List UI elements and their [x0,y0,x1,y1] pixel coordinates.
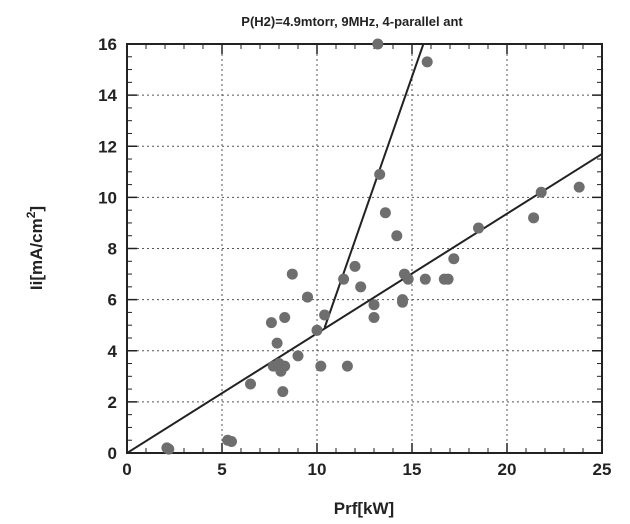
data-point [341,360,353,372]
data-point [442,273,454,285]
x-tick-labels: 0 5 10 15 20 25 [122,460,611,479]
y-tick-label: 10 [98,188,117,207]
data-point [397,294,408,306]
data-point [355,281,367,293]
data-point [245,378,256,390]
y-tick-label: 6 [108,291,117,310]
data-point [368,299,380,311]
data-point [368,312,380,324]
y-tick-label: 4 [108,342,118,361]
chart-title: P(H2)=4.9mtorr, 9MHz, 4-parallel ant [241,14,463,29]
data-point [374,168,386,180]
data-point [372,38,384,50]
y-tick-label: 14 [98,86,117,105]
data-point [265,317,277,329]
y-tick-labels: 0 2 4 6 8 10 12 14 16 [98,35,117,463]
x-tick-label: 20 [498,460,517,479]
y-tick-label: 2 [108,393,117,412]
chart-grid [127,44,602,453]
data-point [535,186,547,198]
data-point [163,443,175,455]
x-tick-label: 25 [593,460,612,479]
y-tick-label: 0 [108,444,117,463]
axis-ticks [126,43,603,454]
data-point [286,268,298,280]
x-tick-label: 0 [122,460,131,479]
data-point [271,337,283,349]
data-point [419,273,431,285]
data-point [226,435,237,447]
y-axis-label-bracket: ] [27,206,46,212]
y-tick-label: 16 [98,35,117,54]
data-point [402,273,414,285]
data-point [279,312,291,324]
x-tick-label: 5 [217,460,226,479]
data-point [319,309,331,321]
fit-line [126,153,603,454]
data-point [315,360,327,372]
x-tick-label: 15 [403,460,422,479]
data-point [473,222,484,234]
data-point [528,212,540,224]
x-axis-label: Prf[kW] [334,499,394,518]
data-point [421,56,433,68]
data-point [279,360,291,372]
data-point [573,181,585,193]
data-point [338,273,350,285]
data-point [292,350,304,362]
data-point [277,386,289,398]
data-point [379,207,391,219]
y-axis-label-superscript: 2 [24,211,38,218]
data-point [448,253,460,265]
y-axis-label: Ii[mA/cm2] [24,206,46,290]
data-points [161,38,585,455]
y-tick-label: 8 [108,240,117,259]
data-point [391,230,403,242]
data-point [311,324,323,336]
data-point [349,260,361,272]
y-axis-label-main: Ii[mA/cm [27,218,46,290]
fit-line [323,43,425,329]
x-tick-label: 10 [308,460,327,479]
y-tick-label: 12 [98,137,117,156]
data-point [302,291,313,303]
